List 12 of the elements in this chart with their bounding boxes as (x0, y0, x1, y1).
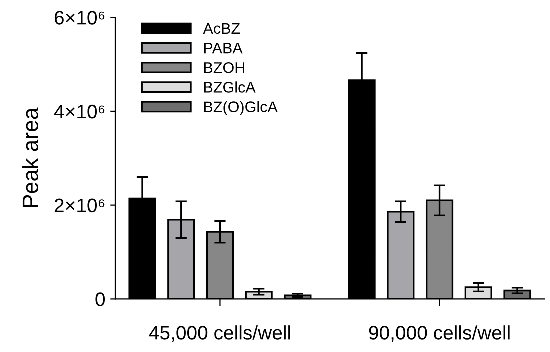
y-tick-label: 4×10⁶ (54, 104, 105, 119)
y-axis-title: Peak area (22, 108, 38, 208)
x-tick-label: 90,000 cells/well (369, 326, 510, 342)
legend-label: AcBZ (203, 23, 240, 34)
y-tick-label: 2×10⁶ (54, 198, 105, 213)
legend-label: PABA (204, 43, 243, 54)
y-tick-label: 0 (96, 292, 106, 306)
legend-label: BZOH (204, 62, 244, 74)
y-tick-label: 6×10⁶ (54, 11, 105, 25)
x-tick-label: 45,000 cells/well (149, 326, 290, 342)
legend-label: BZ(O)GlcA (204, 101, 278, 116)
legend-label: BZGlcA (204, 82, 256, 93)
